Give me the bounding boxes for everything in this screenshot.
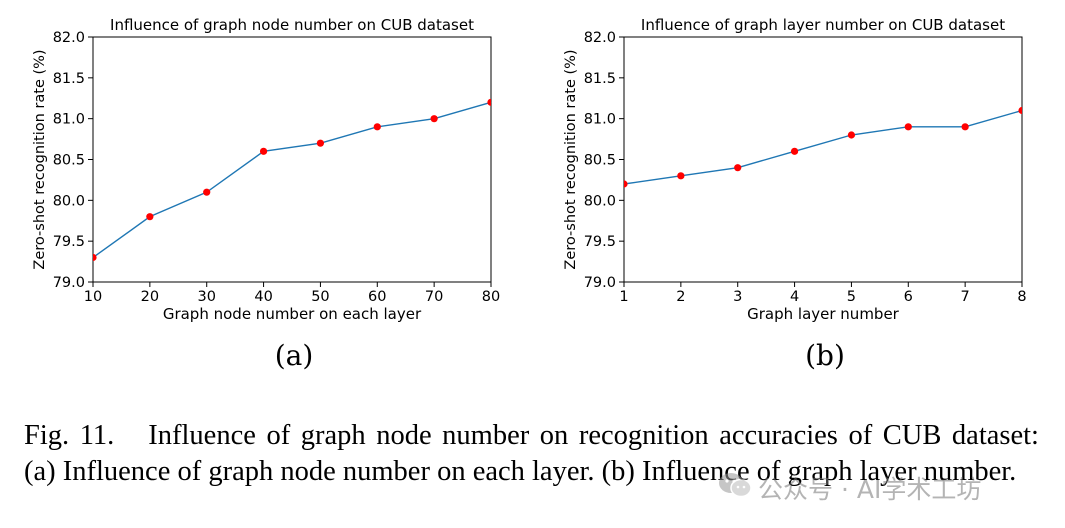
chart-a-point [146, 213, 154, 221]
watermark: 公众号 · AI学术工坊 [718, 468, 981, 508]
chart-b-ytick-label: 82.0 [584, 30, 616, 46]
chart-a-xtick-label: 40 [254, 289, 272, 305]
chart-b-title: Influence of graph layer number on CUB d… [641, 16, 1005, 34]
chart-b-xtick-label: 1 [619, 289, 628, 305]
chart-a-xtick-label: 20 [141, 289, 159, 305]
chart-b-point [847, 131, 856, 139]
chart-b-ylabel: Zero-shot recognition rate (%) [563, 49, 579, 269]
chart-b-ytick-label: 79.5 [584, 234, 616, 250]
chart-a-xtick-label: 70 [425, 289, 443, 305]
chart-b-xtick-label: 6 [904, 289, 913, 305]
wechat-icon [718, 471, 752, 505]
chart-b-xtick-label: 7 [961, 289, 970, 305]
chart-a-ylabel: Zero-shot recognition rate (%) [32, 49, 48, 269]
chart-a-xtick-label: 60 [368, 289, 386, 305]
chart-b-xtick-label: 2 [676, 289, 685, 305]
chart-b-ytick-label: 80.0 [584, 193, 616, 209]
chart-b-ytick-label: 81.5 [584, 71, 616, 87]
chart-a-point [259, 147, 268, 155]
chart-b-xtick-label: 3 [733, 289, 742, 305]
chart-b-point [961, 123, 969, 131]
chart-b-series-line [623, 109, 1023, 185]
chart-a-title: Influence of graph node number on CUB da… [110, 16, 474, 34]
panel-label-a: (a) [274, 339, 314, 372]
chart-a-xtick-label: 10 [84, 289, 102, 305]
chart-a-ytick-label: 79.5 [53, 234, 85, 250]
chart-a-point [316, 139, 325, 147]
chart-b-ytick-label: 79.0 [584, 275, 616, 291]
chart-a-point [93, 253, 97, 262]
chart-a-ytick-label: 81.0 [53, 112, 85, 128]
chart-b-point [904, 123, 912, 131]
chart-a-point [487, 98, 491, 106]
chart-a-point [430, 115, 438, 123]
figure-number: Fig. 11. [24, 420, 115, 451]
chart-b-point [734, 164, 742, 172]
charts-canvas: 79.0 79.5 80.0 80.5 81.0 81.5 82.0 10 20 30 40 50 60… [32, 16, 1027, 323]
chart-a-xtick-label: 50 [311, 289, 329, 305]
panel-label-b: (b) [805, 339, 845, 372]
chart-a-point [203, 188, 211, 196]
chart-b-xtick-label: 5 [847, 289, 856, 305]
chart-a-ytick-label: 80.0 [53, 193, 85, 209]
chart-b-xtick-label: 8 [1017, 289, 1026, 305]
figure-caption: Fig. 11. Influence of graph node number o… [24, 418, 1039, 489]
chart-a-xtick-label: 30 [197, 289, 215, 305]
chart-b-point [790, 147, 799, 155]
chart-b-ytick-label: 81.0 [584, 112, 616, 128]
chart-b-point [677, 172, 685, 180]
chart-a-series-line [92, 101, 492, 259]
chart-a-point [373, 123, 381, 131]
chart-a-ytick-label: 81.5 [53, 71, 85, 87]
chart-a-axes-frame [92, 36, 492, 283]
chart-b-axes-frame [623, 36, 1023, 283]
chart-b-point [624, 180, 628, 188]
chart-b-ytick-label: 80.5 [584, 153, 616, 169]
chart-a-ytick-label: 79.0 [53, 275, 85, 291]
chart-b-xtick-label: 4 [790, 289, 799, 305]
caption-text: Influence of graph node number on recogn… [24, 420, 1039, 487]
chart-a-xlabel: Graph node number on each layer [163, 305, 422, 323]
chart-b-point [1018, 106, 1022, 115]
chart-a-ytick-label: 80.5 [53, 153, 85, 169]
chart-b-xlabel: Graph layer number [747, 305, 900, 323]
chart-a-ytick-label: 82.0 [53, 30, 85, 46]
chart-a-xtick-label: 80 [482, 289, 500, 305]
watermark-text: 公众号 · AI学术工坊 [758, 475, 982, 504]
